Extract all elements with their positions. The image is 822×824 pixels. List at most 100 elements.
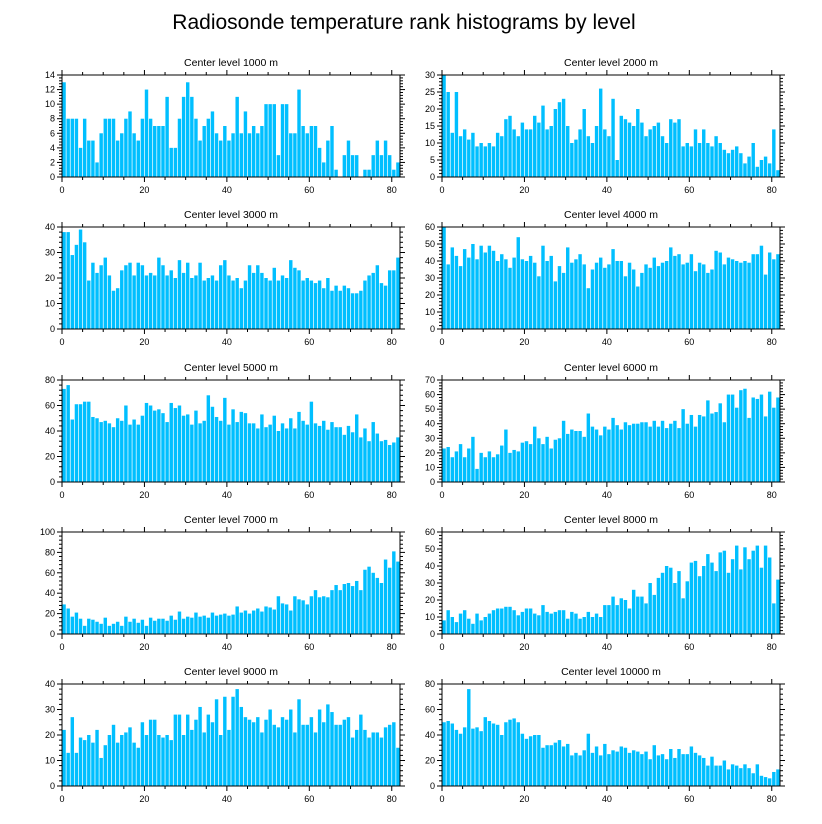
histogram-bar — [157, 126, 161, 177]
histogram-bar — [91, 742, 95, 786]
histogram-bar — [763, 274, 768, 329]
histogram-bar — [491, 610, 496, 634]
histogram-bar — [772, 603, 776, 634]
histogram-bar — [247, 423, 252, 482]
histogram-bar — [524, 129, 529, 177]
histogram-bar — [537, 438, 541, 482]
histogram-bar — [664, 143, 669, 177]
histogram-bar — [685, 581, 689, 634]
figure-title: Radiosonde temperature rank histograms b… — [172, 11, 635, 34]
histogram-bar — [586, 733, 591, 786]
histogram-bar — [693, 560, 698, 634]
x-tick-label: 40 — [602, 185, 612, 195]
histogram-bar — [177, 118, 182, 177]
histogram-bar — [561, 420, 566, 482]
histogram-bar — [512, 129, 516, 177]
histogram-bar — [392, 442, 396, 482]
histogram-bar — [115, 742, 120, 786]
histogram-bar — [289, 133, 293, 177]
histogram-bar — [350, 586, 355, 634]
histogram-bar — [677, 749, 681, 786]
y-tick-label: 10 — [425, 462, 435, 472]
histogram-bar — [607, 754, 611, 787]
x-tick-label: 20 — [139, 337, 149, 347]
histogram-bar — [293, 133, 297, 177]
histogram-bar — [111, 118, 116, 177]
histogram-bar — [776, 170, 780, 177]
histogram-bar — [528, 736, 533, 786]
histogram-bar — [218, 735, 223, 786]
histogram-bar — [755, 398, 760, 482]
histogram-bar — [355, 729, 359, 786]
x-tick-label: 40 — [602, 337, 612, 347]
histogram-bar — [260, 414, 264, 482]
histogram-bar — [103, 420, 107, 482]
histogram-bar — [231, 409, 235, 482]
histogram-bar — [759, 394, 764, 482]
histogram-bar — [173, 714, 178, 786]
histogram-bar — [743, 764, 747, 786]
histogram-bar — [99, 422, 103, 482]
histogram-bar — [673, 255, 677, 329]
histogram-bar — [120, 133, 124, 177]
histogram-bar — [545, 745, 549, 786]
histogram-bar — [636, 109, 640, 177]
histogram-bar — [396, 257, 400, 329]
histogram-bar — [210, 275, 215, 329]
histogram-bar — [161, 126, 165, 177]
histogram-bar — [442, 448, 446, 482]
y-tick-label: 60 — [425, 390, 435, 400]
histogram-bar — [454, 92, 459, 177]
histogram-bar — [726, 153, 731, 177]
histogram-bar — [772, 129, 776, 177]
y-tick-label: 10 — [45, 99, 55, 109]
histogram-bar — [231, 614, 235, 634]
histogram-bar — [669, 567, 673, 634]
histogram-bar — [730, 259, 735, 329]
histogram-bar — [767, 391, 772, 482]
histogram-bar — [681, 598, 685, 634]
histogram-bar — [289, 610, 293, 634]
histogram-bar — [313, 126, 318, 177]
histogram-bar — [169, 147, 173, 177]
histogram-bar — [218, 265, 223, 329]
histogram-bar — [379, 155, 384, 177]
histogram-bar — [693, 271, 698, 329]
y-tick-label: 30 — [45, 705, 55, 715]
histogram-bar — [561, 272, 566, 329]
histogram-bar — [673, 757, 677, 786]
y-tick-label: 60 — [425, 705, 435, 715]
histogram-bar — [648, 129, 652, 177]
histogram-bar — [301, 600, 305, 634]
histogram-bar — [124, 265, 128, 329]
histogram-bar — [776, 254, 780, 329]
x-tick-label: 80 — [387, 337, 397, 347]
histogram-bar — [210, 111, 215, 177]
histogram-bar — [95, 418, 99, 482]
histogram-bar — [623, 422, 628, 482]
histogram-bar — [702, 264, 706, 329]
histogram-bar — [95, 621, 99, 634]
histogram-bar — [450, 617, 455, 634]
histogram-bar — [735, 261, 739, 329]
histogram-bar — [251, 126, 256, 177]
x-tick-label: 80 — [767, 185, 777, 195]
histogram-bar — [293, 267, 297, 329]
y-tick-label: 0 — [50, 324, 55, 334]
histogram-bar — [363, 428, 367, 482]
histogram-bar — [338, 724, 342, 786]
x-tick-label: 40 — [602, 642, 612, 652]
histogram-bar — [144, 275, 149, 329]
histogram-bar — [202, 615, 206, 634]
histogram-bar — [578, 129, 582, 177]
histogram-bar — [297, 270, 301, 329]
histogram-bar — [644, 264, 648, 329]
histogram-bar — [586, 413, 591, 482]
histogram-bar — [387, 567, 392, 634]
histogram-bar — [669, 423, 673, 482]
histogram-bar — [235, 606, 239, 634]
histogram-bar — [202, 126, 206, 177]
histogram-bar — [615, 261, 619, 329]
histogram-bar — [471, 244, 475, 329]
histogram-bar — [487, 451, 492, 482]
